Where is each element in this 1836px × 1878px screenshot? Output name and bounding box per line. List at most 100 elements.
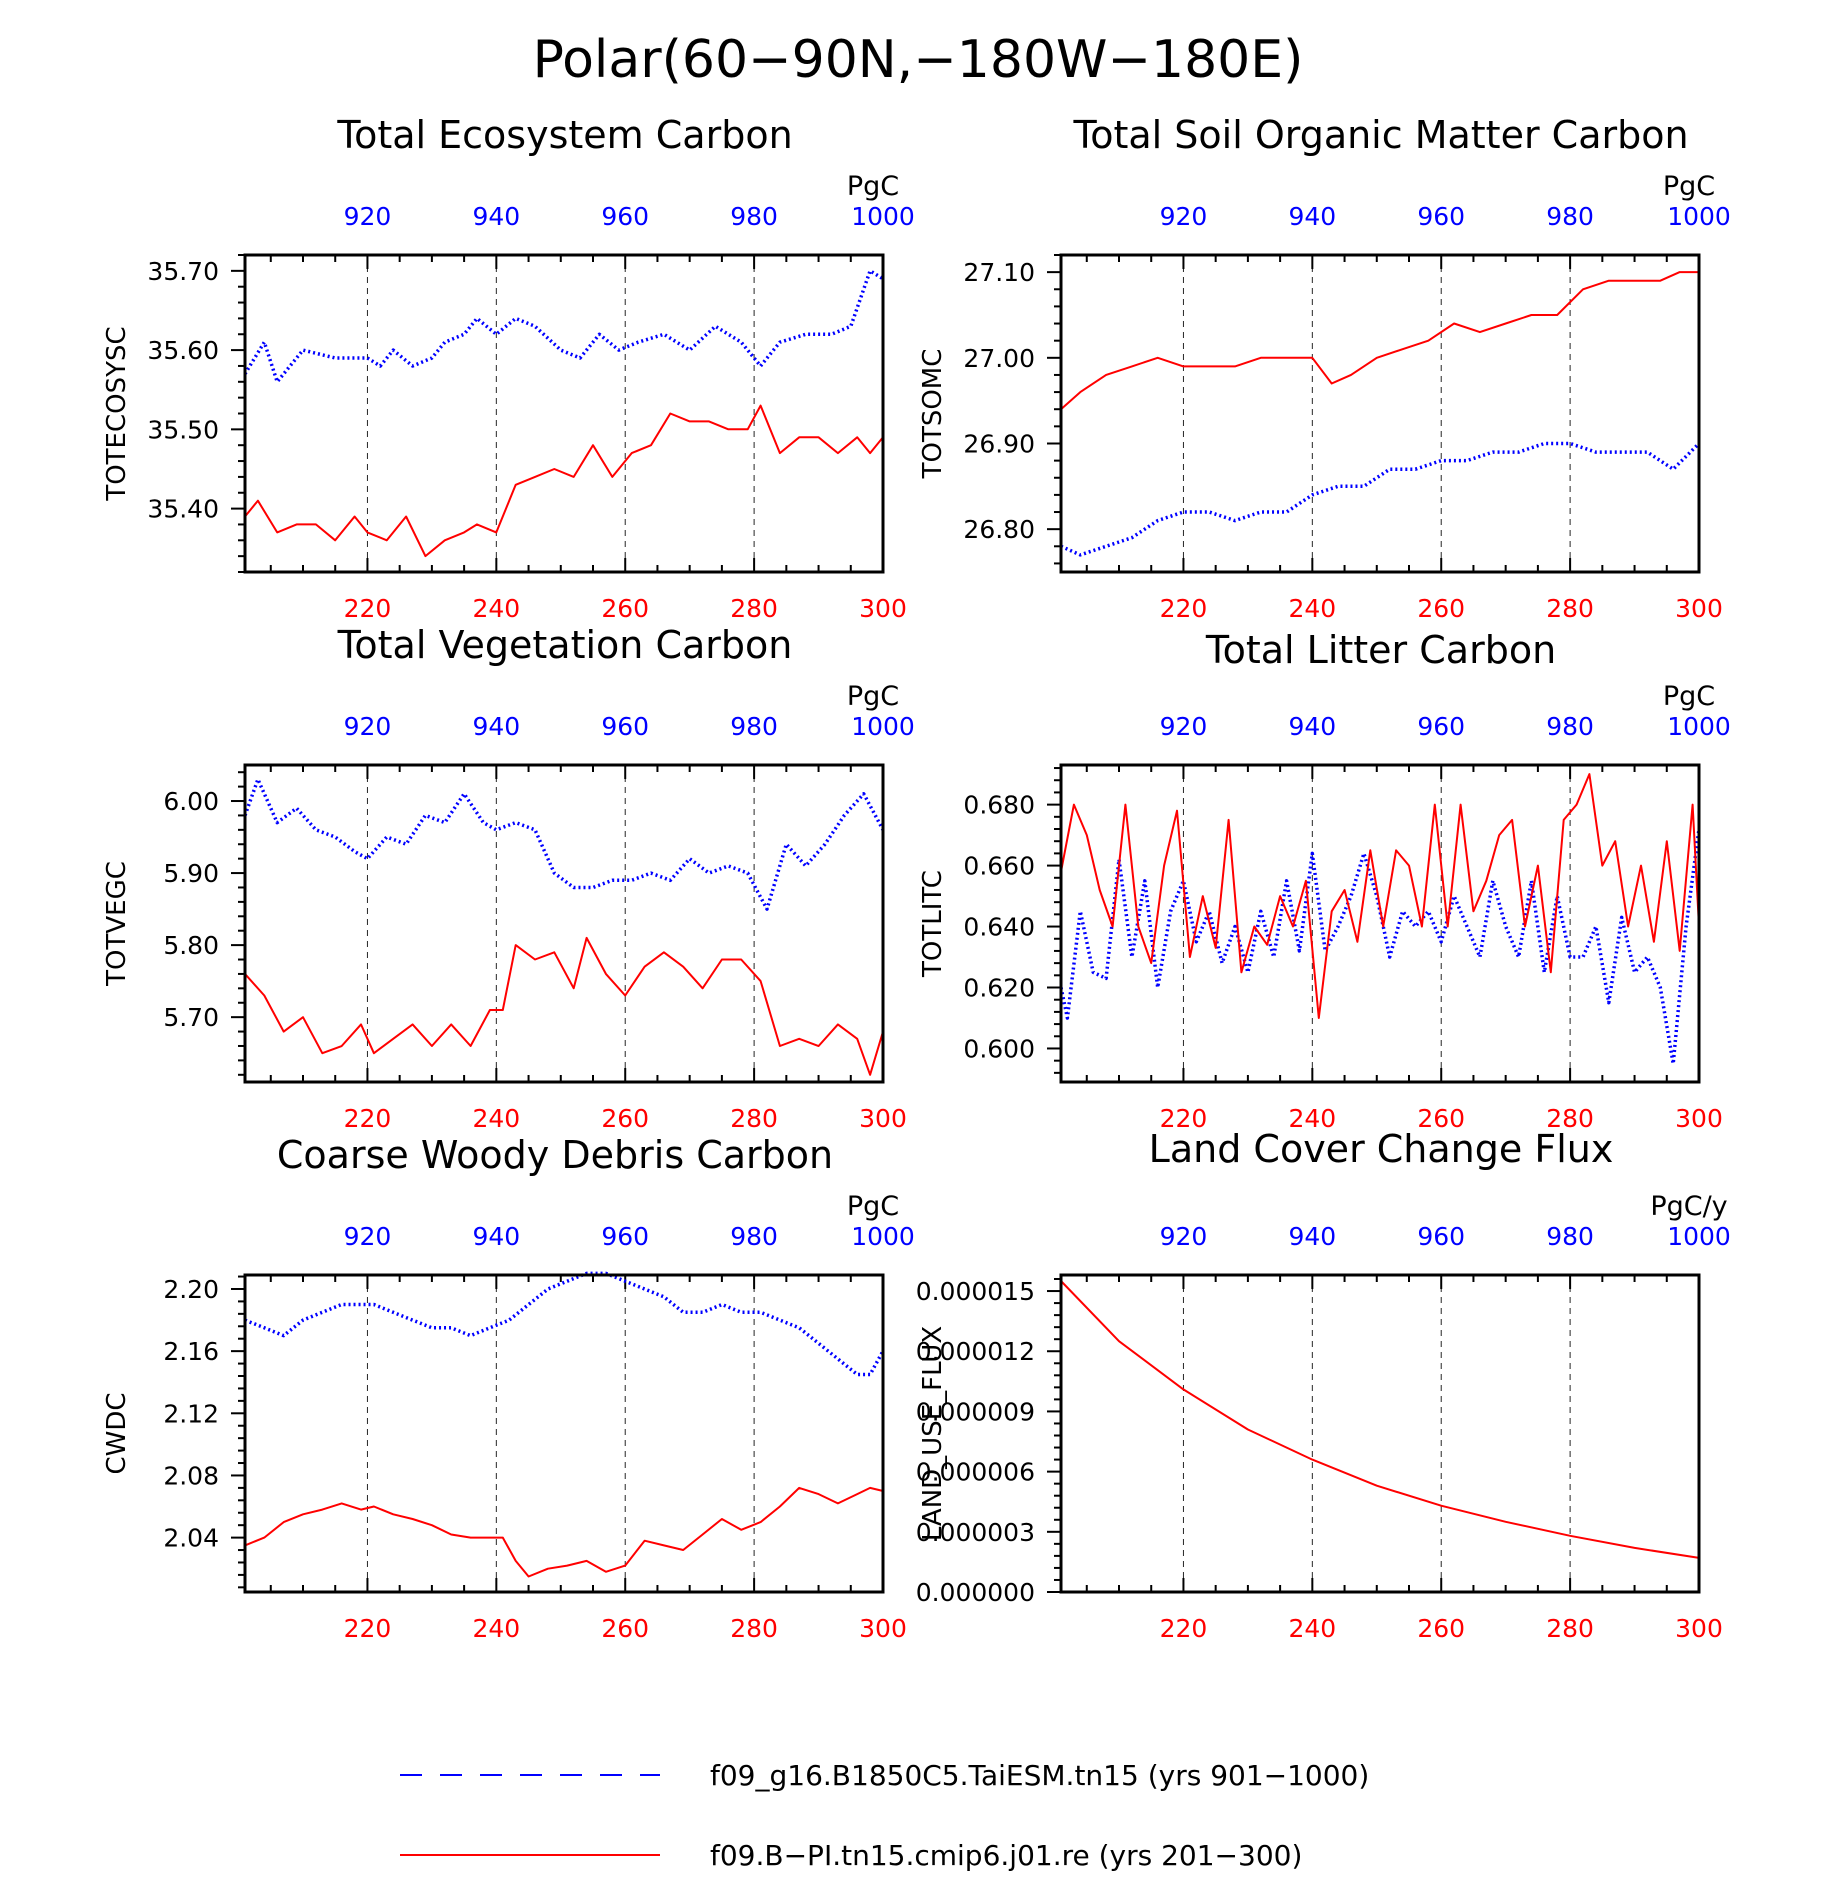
x-tick-label: 220 — [344, 1104, 392, 1133]
series-line-blue — [243, 777, 885, 911]
chart-panel-6: Land Cover Change Flux PgC/y 220 240 260 280 3… — [916, 1127, 1731, 1643]
x-top-tick-label: 920 — [344, 1222, 392, 1251]
y-tick-label: 2.04 — [163, 1524, 219, 1553]
series-line-red — [1060, 271, 1699, 410]
x-top-tick-label: 980 — [1546, 712, 1594, 741]
y-tick-label: 0.680 — [963, 791, 1035, 820]
y-tick-label: 2.16 — [163, 1337, 219, 1366]
y-tick-label: 0.660 — [963, 852, 1035, 881]
x-top-tick-label: 980 — [730, 1222, 778, 1251]
y-tick-label: 5.80 — [163, 931, 219, 960]
y-tick-label: 6.00 — [163, 787, 219, 816]
plot-frame — [243, 253, 885, 574]
x-tick-label: 260 — [1417, 1614, 1465, 1643]
y-tick-label: 0.620 — [963, 974, 1035, 1003]
x-tick-label: 260 — [601, 1614, 649, 1643]
chart-panel-2: Total Soil Organic Matter Carbon PgC 220 24… — [918, 113, 1731, 623]
x-top-tick-label: 1000 — [1667, 712, 1731, 741]
chart-panel-1: Total Ecosystem Carbon PgC 220 240 260 280 300… — [102, 113, 915, 623]
x-top-tick-label: 940 — [1288, 202, 1336, 231]
y-tick-label: 26.80 — [963, 515, 1035, 544]
chart-title: Total Soil Organic Matter Carbon — [1072, 113, 1688, 157]
unit-label: PgC — [1663, 171, 1715, 202]
y-tick-label: 5.90 — [163, 859, 219, 888]
x-tick-label: 260 — [1417, 1104, 1465, 1133]
x-tick-label: 300 — [859, 1104, 907, 1133]
x-top-tick-label: 940 — [1288, 1222, 1336, 1251]
x-tick-label: 240 — [472, 594, 520, 623]
x-tick-label: 280 — [1546, 1104, 1594, 1133]
chart-panel-4: Total Litter Carbon PgC 220 240 260 280 300 920… — [918, 628, 1731, 1133]
x-top-tick-label: 940 — [472, 1222, 520, 1251]
chart-title: Land Cover Change Flux — [1149, 1127, 1614, 1171]
y-axis-label: CWDC — [102, 1392, 132, 1474]
series-line-red — [1060, 773, 1700, 1019]
y-tick-label: 2.08 — [163, 1461, 219, 1490]
x-top-tick-label: 920 — [1160, 202, 1208, 231]
x-top-tick-label: 940 — [1288, 712, 1336, 741]
x-top-tick-label: 920 — [344, 712, 392, 741]
x-top-tick-label: 920 — [1160, 1222, 1208, 1251]
chart-title: Total Ecosystem Carbon — [336, 113, 792, 157]
unit-label: PgC/y — [1650, 1191, 1727, 1222]
x-tick-label: 300 — [1675, 594, 1723, 623]
x-top-tick-label: 940 — [472, 202, 520, 231]
unit-label: PgC — [1663, 681, 1715, 712]
unit-label: PgC — [847, 171, 899, 202]
series-line-blue — [1060, 441, 1701, 557]
x-tick-label: 260 — [601, 594, 649, 623]
x-top-tick-label: 1000 — [851, 202, 915, 231]
y-tick-label: 0.640 — [963, 913, 1035, 942]
series-line-red — [1060, 1280, 1700, 1559]
y-tick-label: 0.000006 — [916, 1458, 1035, 1487]
x-top-tick-label: 1000 — [851, 712, 915, 741]
y-tick-label: 0.000003 — [916, 1518, 1035, 1547]
x-tick-label: 240 — [1288, 1614, 1336, 1643]
series-line-red — [244, 1486, 884, 1578]
legend: f09_g16.B1850C5.TaiESM.tn15 (yrs 901−100… — [400, 1759, 1369, 1872]
y-tick-label: 35.40 — [147, 495, 219, 524]
y-axis-label: TOTVEGC — [102, 861, 132, 987]
y-tick-label: 2.12 — [163, 1399, 219, 1428]
y-tick-label: 2.20 — [163, 1275, 219, 1304]
x-top-tick-label: 960 — [601, 1222, 649, 1251]
x-top-tick-label: 940 — [472, 712, 520, 741]
y-axis-label: LAND_USE_FLUX — [918, 1326, 948, 1541]
x-top-tick-label: 980 — [730, 202, 778, 231]
figure-title: Polar(60−90N,−180W−180E) — [533, 30, 1304, 90]
y-tick-label: 0.000015 — [916, 1277, 1035, 1306]
y-tick-label: 35.50 — [147, 415, 219, 444]
chart-title: Total Vegetation Carbon — [337, 623, 793, 667]
y-tick-label: 26.90 — [963, 429, 1035, 458]
plot-frame — [1059, 763, 1701, 1084]
x-top-tick-label: 920 — [1160, 712, 1208, 741]
x-tick-label: 220 — [1160, 594, 1208, 623]
x-tick-label: 280 — [730, 594, 778, 623]
y-tick-label: 35.60 — [147, 336, 219, 365]
series-line-blue — [244, 1271, 885, 1377]
x-top-tick-label: 920 — [344, 202, 392, 231]
x-tick-label: 220 — [1160, 1614, 1208, 1643]
x-tick-label: 240 — [1288, 594, 1336, 623]
x-top-tick-label: 960 — [1417, 1222, 1465, 1251]
y-tick-label: 0.000000 — [916, 1578, 1035, 1607]
x-tick-label: 220 — [344, 1614, 392, 1643]
x-top-tick-label: 980 — [1546, 202, 1594, 231]
x-tick-label: 280 — [730, 1614, 778, 1643]
x-top-tick-label: 960 — [1417, 712, 1465, 741]
unit-label: PgC — [847, 1191, 899, 1222]
x-top-tick-label: 980 — [1546, 1222, 1594, 1251]
chart-title: Total Litter Carbon — [1205, 628, 1556, 672]
legend-blue-label: f09_g16.B1850C5.TaiESM.tn15 (yrs 901−100… — [710, 1759, 1369, 1792]
x-tick-label: 260 — [1417, 594, 1465, 623]
x-tick-label: 300 — [859, 594, 907, 623]
plot-frame — [1059, 1273, 1701, 1594]
series-line-blue — [1059, 828, 1701, 1066]
chart-title: Coarse Woody Debris Carbon — [277, 1133, 833, 1177]
x-top-tick-label: 1000 — [851, 1222, 915, 1251]
x-top-tick-label: 960 — [1417, 202, 1465, 231]
plot-frame — [243, 1273, 885, 1594]
series-line-blue — [243, 269, 884, 384]
x-top-tick-label: 960 — [601, 202, 649, 231]
x-tick-label: 220 — [344, 594, 392, 623]
